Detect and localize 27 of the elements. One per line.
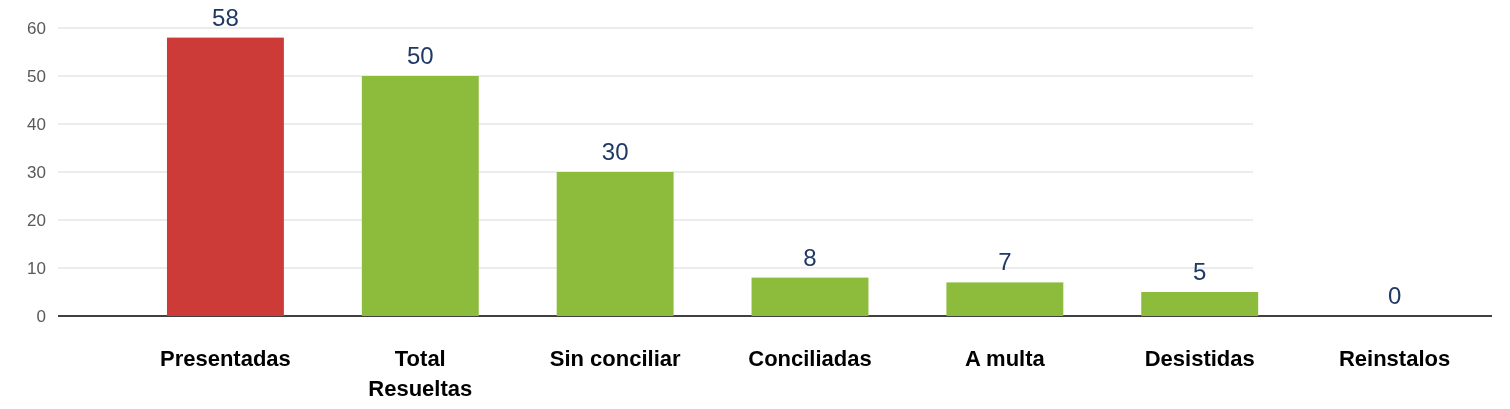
bar: [946, 282, 1064, 316]
y-tick-label: 50: [27, 66, 46, 86]
x-tick-label: Conciliadas: [748, 346, 872, 371]
data-label: 30: [601, 138, 629, 165]
bar: [361, 76, 479, 316]
y-tick-label: 30: [27, 162, 46, 182]
x-tick-label: A multa: [964, 346, 1046, 371]
bar: [556, 172, 674, 316]
data-label: 50: [406, 42, 434, 69]
data-label: 58: [212, 3, 239, 31]
y-tick-label: 60: [27, 18, 46, 38]
bar: [1141, 292, 1259, 316]
data-label: 0: [1387, 282, 1402, 309]
x-tick-label: Reinstalos: [1338, 346, 1451, 371]
y-tick-label: 10: [27, 258, 46, 278]
data-label: 8: [803, 243, 817, 271]
y-tick-label: 0: [36, 306, 46, 326]
data-label: 5: [1193, 258, 1207, 285]
x-tick-label: Total Resueltas: [368, 346, 473, 401]
x-tick-label: Sin conciliar: [549, 346, 681, 371]
y-tick-label: 20: [27, 210, 46, 230]
bar: [751, 277, 869, 316]
bar: [166, 37, 284, 316]
x-tick-label: Presentadas: [160, 346, 291, 371]
data-label: 7: [998, 248, 1012, 276]
y-tick-label: 40: [27, 114, 46, 134]
x-tick-label: Desistidas: [1144, 346, 1255, 371]
